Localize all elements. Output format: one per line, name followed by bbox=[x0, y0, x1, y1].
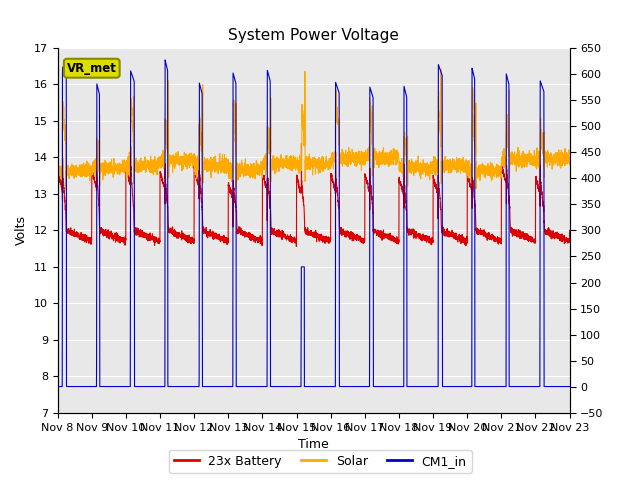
CM1_in bbox=[54, 384, 61, 389]
Y-axis label: Volts: Volts bbox=[15, 216, 28, 245]
CM1_in bbox=[146, 384, 154, 389]
CM1_in bbox=[428, 384, 436, 389]
Solar bbox=[458, 168, 465, 173]
23x Battery bbox=[294, 178, 302, 184]
Legend: 23x Battery, Solar, CM1_in: 23x Battery, Solar, CM1_in bbox=[168, 450, 472, 473]
Line: 23x Battery: 23x Battery bbox=[58, 144, 570, 246]
23x Battery bbox=[54, 169, 61, 175]
Solar bbox=[294, 158, 302, 164]
CM1_in bbox=[458, 384, 465, 389]
Solar bbox=[437, 66, 445, 72]
23x Battery bbox=[298, 141, 305, 146]
23x Battery bbox=[458, 235, 465, 241]
CM1_in bbox=[566, 384, 573, 389]
CM1_in bbox=[161, 57, 169, 63]
CM1_in bbox=[400, 384, 408, 389]
23x Battery bbox=[292, 243, 300, 249]
CM1_in bbox=[294, 384, 302, 389]
23x Battery bbox=[565, 239, 573, 244]
Solar bbox=[565, 157, 573, 163]
Solar bbox=[146, 163, 154, 168]
Solar bbox=[400, 143, 408, 149]
23x Battery bbox=[146, 236, 154, 242]
Solar bbox=[62, 187, 70, 192]
Line: Solar: Solar bbox=[58, 69, 570, 190]
Title: System Power Voltage: System Power Voltage bbox=[228, 28, 399, 43]
Text: VR_met: VR_met bbox=[67, 62, 116, 75]
Line: CM1_in: CM1_in bbox=[58, 60, 570, 386]
X-axis label: Time: Time bbox=[298, 438, 329, 451]
Solar bbox=[566, 162, 573, 168]
23x Battery bbox=[400, 190, 408, 195]
Solar bbox=[54, 160, 61, 166]
23x Battery bbox=[566, 228, 573, 233]
Solar bbox=[428, 170, 436, 176]
23x Battery bbox=[428, 235, 436, 241]
CM1_in bbox=[565, 384, 573, 389]
